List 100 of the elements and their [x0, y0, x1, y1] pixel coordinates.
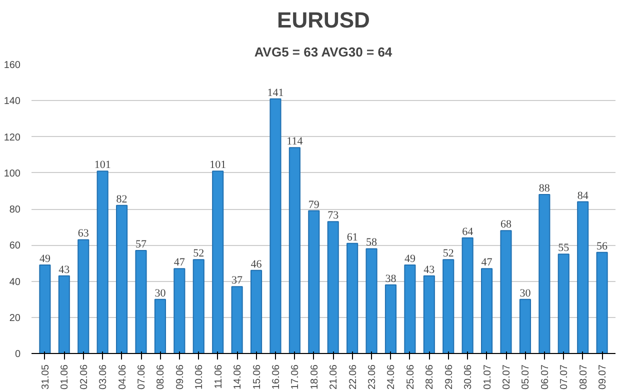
y-tick-label: 60 — [9, 240, 21, 252]
x-tick-label: 21.06 — [328, 364, 340, 390]
data-label: 73 — [328, 210, 340, 222]
data-label: 55 — [558, 242, 570, 254]
x-tick-label: 23.06 — [367, 364, 378, 390]
x-tick-label: 01.06 — [60, 364, 71, 390]
x-tick-label: 24.06 — [386, 364, 398, 390]
x-tick-label: 07.06 — [136, 364, 148, 390]
bar — [596, 252, 608, 354]
bar — [78, 239, 90, 354]
bar — [384, 284, 397, 354]
bar — [519, 298, 531, 354]
data-label: 52 — [193, 248, 204, 260]
data-label: 82 — [116, 193, 128, 206]
x-tick-label: 06.07 — [540, 364, 551, 390]
data-label: 38 — [385, 272, 397, 285]
bar — [538, 194, 550, 354]
y-tick-label: 100 — [4, 168, 21, 180]
bar — [231, 286, 243, 354]
data-label: 37 — [232, 274, 244, 287]
x-tick-label: 22.06 — [348, 364, 359, 390]
data-label: 58 — [366, 236, 378, 249]
x-tick-label: 17.06 — [290, 364, 302, 390]
x-tick-label: 25.06 — [405, 364, 416, 390]
data-label: 57 — [136, 238, 147, 251]
x-tick-label: 11.06 — [213, 364, 224, 389]
y-tick-label: 120 — [4, 132, 21, 144]
bar — [308, 210, 320, 354]
bar — [39, 264, 51, 354]
data-label: 114 — [286, 136, 304, 148]
data-label: 101 — [94, 159, 111, 172]
data-label: 43 — [58, 264, 70, 276]
bar — [577, 201, 589, 354]
x-tick-label: 09.06 — [174, 364, 186, 390]
bar — [288, 147, 300, 354]
y-tick-label: 140 — [4, 96, 21, 108]
data-label: 68 — [500, 218, 512, 231]
bar — [135, 250, 147, 354]
bar — [346, 242, 358, 354]
bar — [366, 248, 378, 354]
x-tick-label: 18.06 — [309, 364, 320, 390]
bar — [442, 259, 454, 354]
bar — [558, 254, 570, 354]
x-tick-label: 31.05 — [40, 364, 52, 390]
data-label: 30 — [154, 287, 166, 300]
bar — [154, 298, 166, 354]
data-label: 46 — [250, 258, 262, 270]
data-label: 52 — [442, 248, 454, 260]
bar — [212, 170, 224, 354]
data-label: 49 — [39, 252, 51, 265]
bar — [58, 275, 70, 354]
x-tick-label: 03.06 — [98, 364, 110, 390]
chart-title: EURUSD — [277, 8, 370, 32]
x-tick-label: 28.06 — [424, 364, 436, 390]
y-tick-label: 80 — [9, 204, 21, 216]
bar — [481, 268, 493, 354]
x-tick-label: 02.06 — [78, 364, 90, 390]
bar — [462, 237, 474, 354]
data-label: 64 — [462, 226, 474, 238]
y-tick-label: 0 — [14, 349, 21, 360]
x-tick-label: 30.06 — [463, 364, 474, 390]
bar — [327, 221, 339, 354]
bar — [174, 268, 186, 354]
x-tick-label: 15.06 — [252, 364, 263, 390]
data-label: 49 — [404, 252, 416, 265]
x-tick-label: 01.07 — [482, 364, 494, 390]
data-label: 141 — [267, 86, 284, 99]
x-tick-label: 16.06 — [270, 364, 282, 390]
data-label: 47 — [481, 256, 493, 269]
bar — [250, 270, 262, 354]
data-label: 30 — [520, 287, 532, 300]
data-label: 61 — [346, 231, 358, 244]
x-tick-label: 08.07 — [578, 364, 590, 390]
bar — [500, 230, 512, 354]
x-tick-label: 14.06 — [232, 364, 244, 390]
chart-subtitle: AVG5 = 63 AVG30 = 64 — [254, 44, 393, 60]
data-label: 79 — [308, 198, 320, 211]
x-tick-label: 05.07 — [520, 364, 532, 390]
x-tick-label: 02.07 — [502, 364, 512, 390]
data-label: 101 — [210, 159, 226, 172]
data-label: 47 — [174, 256, 186, 269]
bar — [96, 170, 108, 354]
y-tick-label: 160 — [4, 60, 21, 71]
x-tick-label: 07.07 — [559, 364, 570, 390]
data-label: 56 — [596, 240, 608, 252]
data-label: 63 — [78, 228, 90, 240]
data-label: 84 — [577, 190, 589, 202]
bar — [192, 259, 204, 354]
data-label: 88 — [538, 182, 550, 195]
x-tick-label: 04.06 — [117, 364, 128, 390]
bar — [423, 275, 435, 354]
x-tick-label: 09.07 — [598, 364, 609, 390]
bar — [116, 204, 128, 354]
bar — [270, 98, 282, 354]
x-tick-label: 08.06 — [156, 364, 167, 390]
y-tick-label: 40 — [9, 276, 21, 288]
data-label: 43 — [424, 264, 436, 276]
x-tick-label: 29.06 — [444, 364, 455, 390]
y-tick-label: 20 — [9, 312, 21, 324]
bar — [404, 264, 416, 354]
